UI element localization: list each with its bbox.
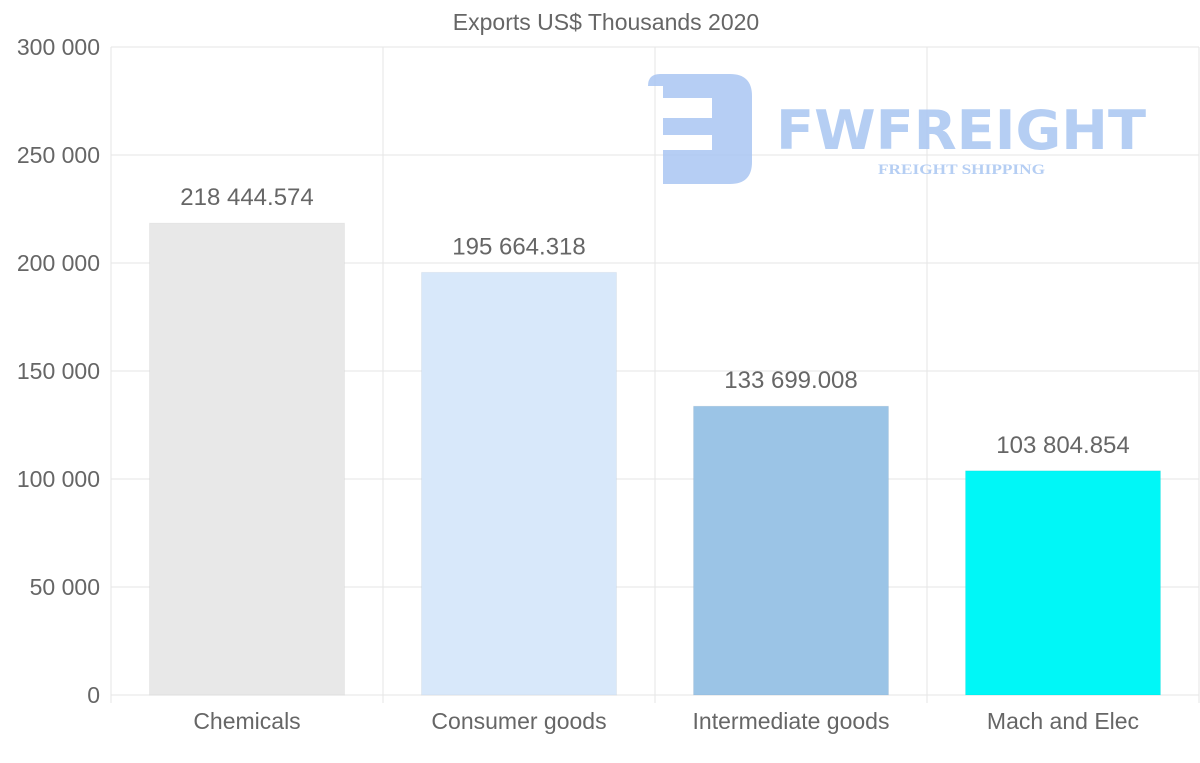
x-tick-label: Intermediate goods: [693, 708, 890, 734]
y-tick-label: 100 000: [17, 466, 100, 492]
watermark-tagline: FREIGHT SHIPPING: [878, 162, 1045, 178]
data-label: 103 804.854: [996, 432, 1129, 459]
y-tick-label: 200 000: [17, 250, 100, 276]
x-tick-label: Chemicals: [193, 708, 300, 734]
y-tick-label: 50 000: [30, 574, 100, 600]
x-tick-label: Mach and Elec: [987, 708, 1139, 734]
y-tick-label: 250 000: [17, 142, 100, 168]
logo-mark-icon: [648, 74, 752, 184]
y-tick-label: 150 000: [17, 358, 100, 384]
x-axis-ticks: Chemicals Consumer goods Intermediate good…: [193, 708, 1139, 734]
y-tick-label: 300 000: [17, 34, 100, 60]
bar: [149, 222, 345, 696]
chart-title: Exports US$ Thousands 2020: [453, 9, 759, 35]
bar: [693, 405, 889, 696]
bar: [965, 470, 1161, 696]
data-labels: 218 444.574 195 664.318 133 699.008 103 804…: [180, 184, 1129, 459]
y-axis-ticks: 0 50 000 100 000 150 000 200 000 250 000 300 0…: [17, 34, 100, 708]
watermark-brand: FWFREIGHT: [776, 99, 1146, 162]
bars: [149, 222, 1161, 696]
watermark-logo: FWFREIGHT FREIGHT SHIPPING: [648, 74, 1146, 184]
data-label: 133 699.008: [724, 367, 857, 394]
x-tick-label: Consumer goods: [431, 708, 606, 734]
y-tick-label: 0: [87, 682, 100, 708]
bar: [421, 271, 617, 696]
data-label: 218 444.574: [180, 184, 313, 211]
data-label: 195 664.318: [452, 233, 585, 260]
